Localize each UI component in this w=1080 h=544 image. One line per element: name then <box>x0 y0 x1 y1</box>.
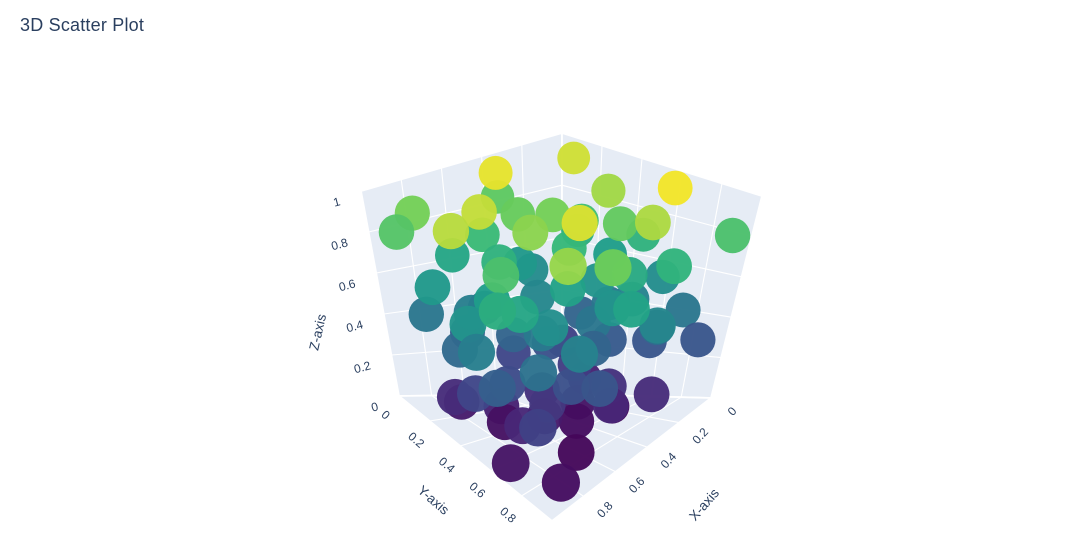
y-tick-label: 0 <box>379 408 393 423</box>
page-title: 3D Scatter Plot <box>20 15 145 35</box>
scatter-point[interactable] <box>591 173 626 208</box>
scatter-point[interactable] <box>432 212 470 250</box>
gridline-rightwall-y <box>710 195 763 399</box>
scatter-point[interactable] <box>549 247 587 286</box>
scatter-point[interactable] <box>414 269 451 306</box>
x-tick-label: 0 <box>725 404 740 419</box>
gridline-rightwall-z <box>561 132 763 197</box>
scatter-point[interactable] <box>560 335 599 373</box>
scatter-point[interactable] <box>557 141 591 175</box>
gridline-rightwall-z <box>561 236 742 278</box>
x-axis-title: X-axis <box>686 485 722 523</box>
x-tick-label: 0.2 <box>689 425 711 447</box>
gridline-leftwall-z <box>360 132 563 192</box>
z-tick-label: 0.4 <box>345 317 365 335</box>
y-tick-label: 0.4 <box>436 454 458 476</box>
z-tick-label: 0.6 <box>337 276 357 294</box>
scatter-point[interactable] <box>478 292 517 330</box>
gridline-floor-y <box>551 397 712 522</box>
z-axis-title: Z-axis <box>306 312 329 351</box>
scatter-point[interactable] <box>656 248 692 285</box>
scatter-point[interactable] <box>491 444 530 483</box>
scatter-point[interactable] <box>541 463 581 502</box>
y-tick-label: 0.2 <box>405 429 427 451</box>
scatter-point[interactable] <box>478 369 516 407</box>
scatter-point[interactable] <box>449 305 487 343</box>
scatter-point[interactable] <box>378 214 415 250</box>
scatter-point[interactable] <box>657 170 693 206</box>
scatter-point[interactable] <box>680 322 716 358</box>
scatter-point[interactable] <box>714 217 751 254</box>
gridline-leftwall-x <box>360 190 400 397</box>
y-tick-label: 0.8 <box>497 504 519 526</box>
scatter-point[interactable] <box>639 307 676 344</box>
x-tick-label: 0.8 <box>594 499 616 521</box>
scatter-point[interactable] <box>558 403 595 439</box>
scatter-point[interactable] <box>602 206 638 242</box>
scatter-point[interactable] <box>613 290 650 328</box>
z-tick-label: 0 <box>370 399 380 414</box>
scatter-point[interactable] <box>512 214 549 251</box>
z-tick-label: 0.8 <box>330 235 350 253</box>
scatter-point[interactable] <box>519 408 557 447</box>
z-tick-label: 1 <box>332 194 342 209</box>
y-axis-title: Y-axis <box>415 483 452 518</box>
y-tick-label: 0.6 <box>467 479 489 501</box>
scatter-point[interactable] <box>552 368 590 406</box>
gridline-rightwall-y <box>680 183 723 398</box>
z-tick-label: 0.2 <box>352 358 372 376</box>
x-tick-label: 0.4 <box>658 449 680 471</box>
scatter-point[interactable] <box>557 434 595 471</box>
scatter-point[interactable] <box>519 354 558 392</box>
scatter-point[interactable] <box>594 249 632 287</box>
scatter-point[interactable] <box>581 370 619 407</box>
scatter-point[interactable] <box>478 155 513 190</box>
scatter-point[interactable] <box>561 204 598 242</box>
x-tick-label: 0.6 <box>626 474 648 496</box>
gridline-floor-x <box>398 395 553 522</box>
scatter-point[interactable] <box>633 376 670 413</box>
scatter-point[interactable] <box>531 309 569 347</box>
scatter-point[interactable] <box>461 194 497 230</box>
scatter-point[interactable] <box>635 204 671 241</box>
scatter-point[interactable] <box>482 256 520 294</box>
scatter-point[interactable] <box>457 333 496 371</box>
scatter-point[interactable] <box>408 296 444 332</box>
